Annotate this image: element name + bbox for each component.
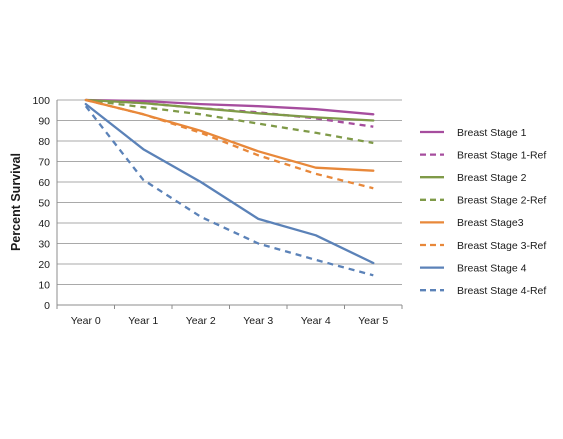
y-tick-label: 10 [38, 279, 50, 291]
series-line-breast-stage-4-ref [84, 105, 374, 277]
y-tick-label: 80 [38, 136, 50, 148]
axes [56, 100, 403, 309]
legend-label: Breast Stage3 [457, 217, 524, 229]
series-line-breast-stage-2 [84, 98, 375, 122]
legend-label: Breast Stage 4 [457, 262, 527, 274]
gridlines [57, 99, 402, 285]
y-tick-label: 100 [32, 95, 50, 107]
legend-label: Breast Stage 1-Ref [457, 149, 546, 161]
series-line-breast-stage-3-ref [85, 98, 374, 190]
legend-label: Breast Stage 1 [457, 127, 527, 139]
x-tick-label: Year 0 [71, 315, 101, 327]
y-tick-label: 50 [38, 197, 50, 209]
y-tick-label: 30 [38, 238, 50, 250]
series-line-breast-stage-2-ref [85, 98, 374, 145]
x-tick-label: Year 5 [358, 315, 388, 327]
x-tick-label: Year 3 [243, 315, 273, 327]
x-tick-labels: Year 0 Year 1 Year 2 Year 3 Year 4 Year 5 [71, 315, 389, 327]
y-tick-label: 0 [44, 300, 50, 312]
y-tick-label: 60 [38, 177, 50, 189]
y-tick-label: 90 [38, 115, 50, 127]
series-line-breast-stage-1 [84, 98, 375, 116]
legend-label: Breast Stage 2-Ref [457, 195, 546, 207]
y-tick-label: 40 [38, 218, 50, 230]
y-tick-label: 20 [38, 259, 50, 271]
x-tick-label: Year 2 [186, 315, 216, 327]
x-tick-label: Year 1 [128, 315, 158, 327]
y-axis-label: Percent Survival [9, 153, 23, 251]
legend: Breast Stage 1 Breast Stage 1-Ref Breast S… [420, 127, 546, 297]
y-tick-labels: 0 10 20 30 40 50 60 70 80 90 100 [32, 95, 50, 312]
y-tick-label: 70 [38, 156, 50, 168]
legend-label: Breast Stage 3-Ref [457, 240, 546, 252]
series-line-breast-stage-4 [84, 102, 375, 265]
legend-label: Breast Stage 4-Ref [457, 285, 546, 297]
x-tick-label: Year 4 [301, 315, 331, 327]
legend-label: Breast Stage 2 [457, 172, 527, 184]
series-lines [84, 98, 375, 277]
